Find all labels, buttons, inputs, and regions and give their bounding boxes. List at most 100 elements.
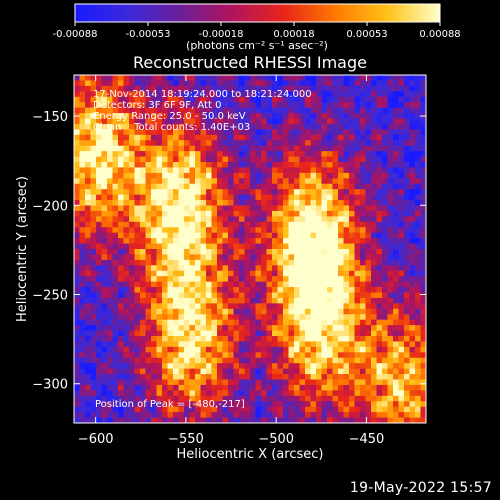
heatmap-cell: [74, 85, 80, 92]
heatmap-cell: [338, 194, 344, 201]
heatmap-cell: [101, 113, 108, 119]
heatmap-cell: [354, 308, 361, 315]
heatmap-cell: [167, 96, 174, 103]
heatmap-cell: [96, 162, 102, 168]
y-tick-label: −200: [32, 199, 68, 214]
heatmap-cell: [167, 363, 174, 370]
heatmap-cell: [118, 308, 124, 315]
heatmap-cell: [90, 183, 97, 190]
heatmap-cell: [140, 292, 146, 299]
heatmap-cell: [244, 336, 251, 342]
heatmap-cell: [382, 216, 388, 223]
heatmap-cell: [112, 406, 119, 413]
heatmap-cell: [343, 151, 350, 157]
heatmap-cell: [409, 270, 416, 277]
heatmap-cell: [206, 183, 212, 190]
heatmap-cell: [206, 308, 212, 315]
heatmap-cell: [360, 232, 366, 239]
heatmap-cell: [338, 118, 344, 125]
heatmap-cell: [409, 118, 416, 125]
heatmap-cell: [123, 287, 130, 293]
heatmap-cell: [277, 352, 284, 359]
heatmap-cell: [272, 417, 278, 424]
heatmap-cell: [140, 401, 146, 408]
heatmap-cell: [239, 374, 245, 380]
heatmap-cell: [255, 216, 262, 223]
heatmap-cell: [129, 216, 135, 223]
heatmap-cell: [173, 151, 179, 157]
heatmap-cell: [327, 384, 333, 391]
heatmap-cell: [244, 123, 251, 130]
heatmap-cell: [118, 75, 124, 81]
heatmap-cell: [178, 134, 185, 141]
heatmap-cell: [310, 129, 317, 136]
heatmap-cell: [288, 75, 295, 81]
heatmap-cell: [233, 319, 240, 326]
heatmap-cell: [382, 276, 388, 283]
heatmap-cell: [283, 134, 289, 141]
heatmap-cell: [118, 287, 124, 293]
heatmap-cell: [200, 259, 207, 266]
heatmap-cell: [118, 297, 124, 304]
heatmap-cell: [217, 265, 223, 272]
heatmap-cell: [140, 281, 146, 288]
heatmap-cell: [140, 232, 146, 239]
heatmap-cell: [321, 412, 328, 418]
heatmap-cell: [354, 259, 361, 266]
heatmap-cell: [79, 96, 86, 103]
heatmap-cell: [343, 412, 350, 418]
heatmap-cell: [184, 308, 190, 315]
heatmap-cell: [200, 172, 207, 179]
heatmap-cell: [96, 412, 102, 418]
heatmap-cell: [316, 162, 322, 168]
heatmap-cell: [239, 395, 245, 402]
heatmap-cell: [107, 129, 113, 136]
heatmap-cell: [349, 85, 355, 92]
heatmap-cell: [393, 123, 399, 130]
heatmap-cell: [261, 249, 267, 255]
heatmap-cell: [211, 221, 218, 228]
heatmap-cell: [321, 85, 328, 92]
heatmap-cell: [189, 319, 196, 326]
heatmap-cell: [118, 118, 124, 125]
heatmap-cell: [222, 134, 229, 141]
heatmap-cell: [228, 123, 234, 130]
heatmap-cell: [404, 303, 410, 310]
heatmap-cell: [244, 129, 251, 136]
heatmap-cell: [206, 129, 212, 136]
heatmap-cell: [272, 151, 278, 157]
heatmap-cell: [178, 96, 185, 103]
heatmap-cell: [156, 390, 163, 397]
heatmap-cell: [288, 227, 295, 234]
heatmap-cell: [101, 205, 108, 212]
heatmap-cell: [107, 107, 113, 114]
heatmap-cell: [228, 113, 234, 119]
heatmap-cell: [118, 368, 124, 375]
heatmap-cell: [398, 205, 405, 212]
heatmap-cell: [189, 406, 196, 413]
heatmap-cell: [244, 297, 251, 304]
heatmap-cell: [222, 401, 229, 408]
heatmap-cell: [200, 238, 207, 244]
heatmap-cell: [349, 96, 355, 103]
heatmap-cell: [101, 200, 108, 206]
heatmap-cell: [360, 352, 366, 359]
heatmap-cell: [255, 390, 262, 397]
heatmap-cell: [228, 200, 234, 206]
heatmap-cell: [244, 395, 251, 402]
heatmap-cell: [338, 346, 344, 353]
heatmap-cell: [316, 156, 322, 163]
heatmap-cell: [228, 357, 234, 364]
heatmap-cell: [288, 384, 295, 391]
heatmap-cell: [409, 113, 416, 119]
heatmap-cell: [299, 85, 306, 92]
heatmap-cell: [404, 292, 410, 299]
heatmap-cell: [283, 145, 289, 152]
heatmap-cell: [206, 243, 212, 250]
heatmap-cell: [233, 200, 240, 206]
heatmap-cell: [261, 265, 267, 272]
heatmap-cell: [409, 292, 416, 299]
heatmap-cell: [233, 80, 240, 87]
heatmap-cell: [184, 123, 190, 130]
heatmap-cell: [250, 221, 256, 228]
